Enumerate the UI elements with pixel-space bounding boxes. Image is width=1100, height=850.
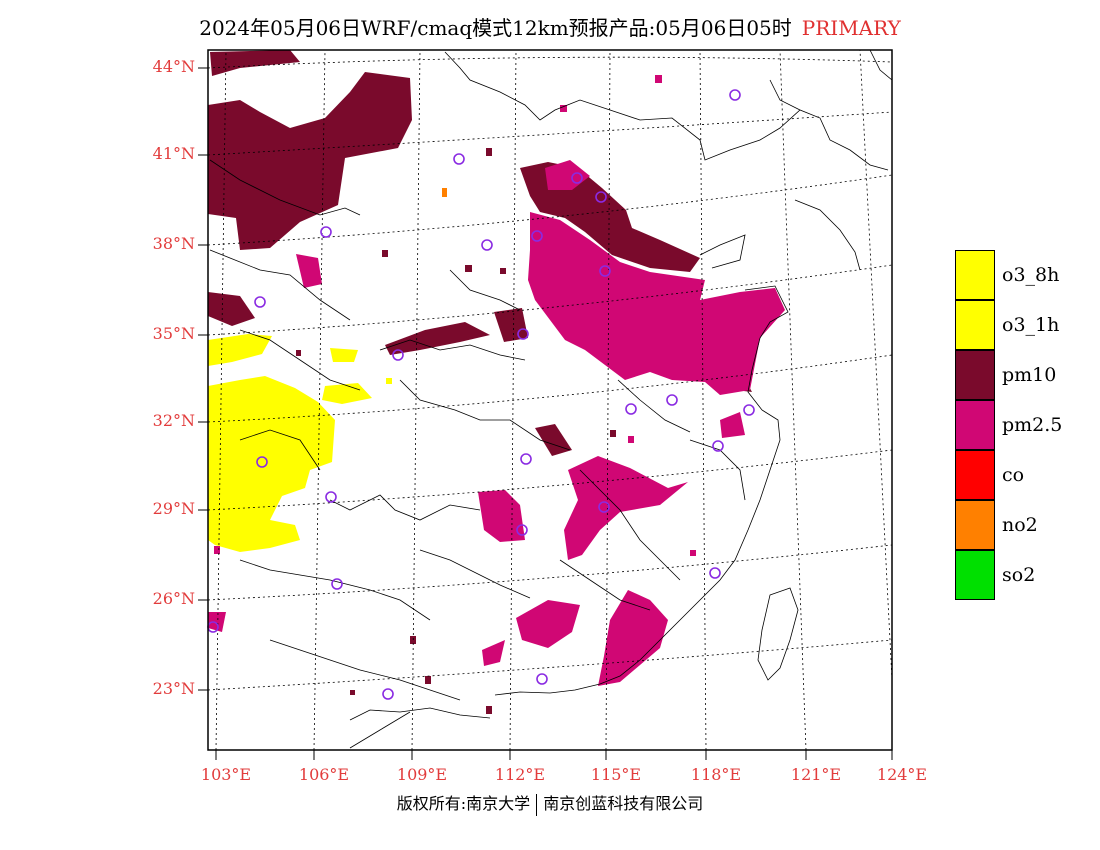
map-title-main: 2024年05月06日WRF/cmaq模式12km预报产品:05月06日05时: [199, 16, 792, 40]
legend-label: o3_1h: [1002, 314, 1060, 336]
legend-swatch: [955, 550, 995, 600]
lon-label-118: 118°E: [690, 765, 742, 784]
o3-field: [208, 334, 372, 552]
lat-label-29: 29°N: [152, 499, 195, 518]
copyright-owner: 版权所有:南京大学: [396, 794, 531, 813]
legend-label: no2: [1002, 514, 1038, 536]
lat-label-41: 41°N: [152, 144, 195, 163]
lat-label-35: 35°N: [152, 324, 195, 343]
footer-divider: [536, 793, 538, 816]
map-title-tag: PRIMARY: [801, 16, 901, 40]
lat-label-26: 26°N: [152, 589, 195, 608]
lat-label-38: 38°N: [152, 234, 195, 253]
axis-ticks: [198, 67, 893, 760]
station-markers: [207, 89, 755, 700]
lon-label-106: 106°E: [298, 765, 350, 784]
legend-swatch: [955, 500, 995, 550]
copyright-company: 南京创蓝科技有限公司: [543, 794, 704, 813]
legend-swatch: [955, 350, 995, 400]
legend-swatch: [955, 400, 995, 450]
lat-label-44: 44°N: [152, 57, 195, 76]
legend-swatch: [955, 250, 995, 300]
lat-label-32: 32°N: [152, 411, 195, 430]
lon-label-103: 103°E: [200, 765, 252, 784]
lon-label-109: 109°E: [396, 765, 448, 784]
legend-label: pm10: [1002, 364, 1057, 386]
map-frame: [207, 49, 893, 751]
legend-label: pm2.5: [1002, 414, 1063, 436]
legend-label: co: [1002, 464, 1025, 486]
lon-label-115: 115°E: [590, 765, 642, 784]
graticule: [207, 49, 893, 751]
legend-swatch: [955, 300, 995, 350]
map-title: 2024年05月06日WRF/cmaq模式12km预报产品:05月06日05时 P…: [0, 12, 1100, 41]
pm25-field: [208, 160, 785, 686]
legend-label: so2: [1002, 564, 1036, 586]
lat-label-23: 23°N: [152, 679, 195, 698]
lon-label-121: 121°E: [790, 765, 842, 784]
copyright-footer: 版权所有:南京大学 南京创蓝科技有限公司: [0, 790, 1100, 816]
legend-label: o3_8h: [1002, 264, 1060, 286]
lon-label-112: 112°E: [494, 765, 546, 784]
boundaries: [209, 49, 893, 749]
legend-swatch: [955, 450, 995, 500]
lon-label-124: 124°E: [876, 765, 928, 784]
